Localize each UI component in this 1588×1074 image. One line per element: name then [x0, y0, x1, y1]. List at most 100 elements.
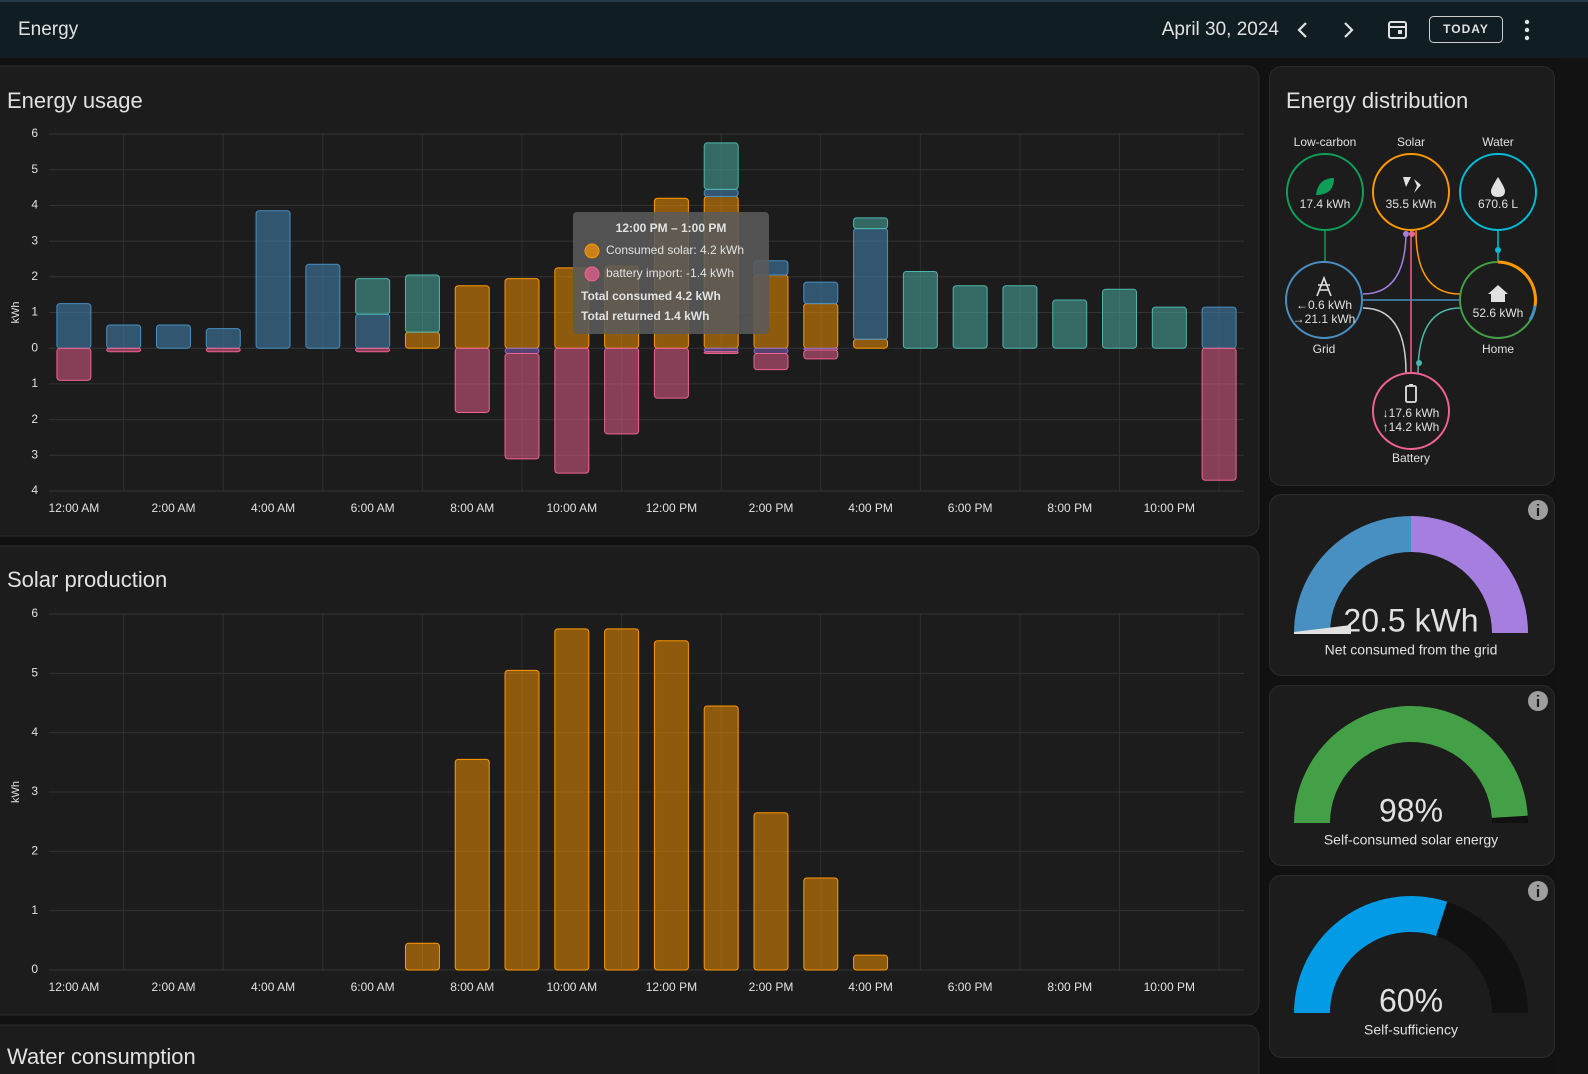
- battery-icon: [1409, 384, 1413, 386]
- y-tick-label: 1: [31, 376, 38, 390]
- gauge-label: Net consumed from the grid: [1325, 642, 1498, 658]
- today-button[interactable]: [1429, 16, 1503, 43]
- bar: [902, 270, 938, 349]
- bar: [653, 347, 689, 399]
- node-label: Low-carbon: [1294, 135, 1357, 149]
- y-tick-label: 4: [31, 198, 38, 212]
- water-icon: [1491, 177, 1505, 197]
- bar: [106, 324, 142, 349]
- y-tick-label: 4: [31, 725, 38, 739]
- top-bar: [0, 0, 1588, 58]
- menu-dot: [1524, 27, 1530, 33]
- node-circle: [1285, 261, 1363, 339]
- flow-line: [1415, 230, 1461, 295]
- tooltip-total: Total returned 1.4 kWh: [581, 309, 709, 323]
- flow-line: [1362, 307, 1407, 374]
- x-tick-label: 6:00 PM: [948, 980, 993, 994]
- node-value: ←0.6 kWh: [1296, 298, 1352, 312]
- tooltip-box: [573, 212, 769, 334]
- x-tick-label: 2:00 AM: [151, 501, 195, 515]
- card-title: Energy usage: [7, 88, 143, 113]
- menu-dot: [1524, 19, 1530, 25]
- y-axis-label: kWh: [10, 302, 22, 324]
- gauge: 60% Self-sufficiency: [1294, 896, 1528, 1038]
- x-tick-label: 8:00 AM: [450, 501, 494, 515]
- bar: [355, 313, 391, 349]
- bar: [355, 278, 391, 315]
- calendar-button[interactable]: [1388, 21, 1407, 39]
- calendar-icon: [1398, 30, 1402, 34]
- bar: [703, 188, 739, 197]
- bar: [853, 338, 889, 349]
- node-value: 17.4 kWh: [1300, 197, 1351, 211]
- flow-lines: [1324, 230, 1501, 374]
- y-tick-label: 3: [31, 447, 38, 461]
- today-label: TODAY: [1443, 22, 1489, 36]
- y-tick-label: 5: [31, 666, 38, 680]
- bar: [803, 303, 839, 349]
- bar: [1201, 306, 1237, 349]
- bar: [753, 347, 789, 355]
- bar: [205, 347, 241, 353]
- x-tick-label: 2:00 PM: [749, 980, 794, 994]
- node-label: Solar: [1397, 135, 1425, 149]
- y-axis-label: kWh: [10, 781, 22, 803]
- home-icon: [1488, 285, 1508, 302]
- x-tick-label: 10:00 AM: [546, 980, 597, 994]
- node-label: Battery: [1392, 451, 1430, 465]
- y-tick-label: 3: [31, 233, 38, 247]
- bar: [703, 142, 739, 190]
- bar: [703, 705, 739, 971]
- node-value: ↑14.2 kWh: [1383, 420, 1440, 434]
- bar: [404, 942, 440, 971]
- calendar-icon: [1388, 21, 1407, 39]
- bar: [803, 281, 839, 305]
- x-tick-label: 6:00 AM: [351, 501, 395, 515]
- bar: [355, 347, 391, 353]
- y-tick-label: 6: [31, 126, 38, 140]
- x-tick-label: 4:00 PM: [848, 980, 893, 994]
- node-value: 35.5 kWh: [1386, 197, 1437, 211]
- bar: [1052, 299, 1088, 349]
- x-tick-label: 6:00 PM: [948, 501, 993, 515]
- y-tick-label: 1: [31, 903, 38, 917]
- y-tick-label: 0: [31, 340, 38, 354]
- bar: [155, 324, 191, 349]
- bar: [853, 217, 889, 230]
- tooltip-total: Total consumed 4.2 kWh: [581, 289, 721, 303]
- gauge-segment: [1411, 516, 1528, 633]
- tooltip-swatch: [584, 266, 600, 282]
- node-label: Home: [1482, 342, 1514, 356]
- x-tick-label: 10:00 PM: [1144, 980, 1195, 994]
- bar: [454, 285, 490, 349]
- x-tick-label: 10:00 AM: [546, 501, 597, 515]
- card-title: Solar production: [7, 567, 167, 592]
- info-icons: [1528, 500, 1548, 901]
- y-tick-label: 5: [31, 162, 38, 176]
- card: [0, 1024, 1260, 1074]
- next-button[interactable]: [1344, 22, 1354, 38]
- bar-chart: 0 1 2 3 4 5 6 kWh 12:00 AM 2:00 AM 4:00 AM 6:00 AM 8…: [10, 606, 1244, 994]
- leaf-icon: [1316, 178, 1334, 195]
- bar: [853, 954, 889, 971]
- prev-button[interactable]: [1297, 22, 1307, 38]
- bar: [1151, 306, 1187, 349]
- card-title: Energy distribution: [1286, 88, 1468, 113]
- y-tick-label: 1: [31, 305, 38, 319]
- bar: [305, 263, 341, 349]
- gauge: 98% Self-consumed solar energy: [1294, 706, 1528, 848]
- bar: [1201, 347, 1237, 481]
- bar: [952, 285, 988, 349]
- x-tick-label: 12:00 AM: [49, 501, 100, 515]
- gauge-needle: [1294, 625, 1351, 634]
- x-tick-label: 10:00 PM: [1144, 501, 1195, 515]
- y-tick-label: 2: [31, 269, 38, 283]
- x-tick-label: 12:00 AM: [49, 980, 100, 994]
- menu-button[interactable]: [1524, 19, 1530, 41]
- gauge-label: Self-sufficiency: [1364, 1022, 1458, 1038]
- date[interactable]: April 30, 2024: [1162, 19, 1280, 40]
- gauge: 20.5 kWh Net consumed from the grid: [1294, 516, 1528, 658]
- bar: [504, 353, 540, 460]
- node-icons: [1316, 177, 1508, 403]
